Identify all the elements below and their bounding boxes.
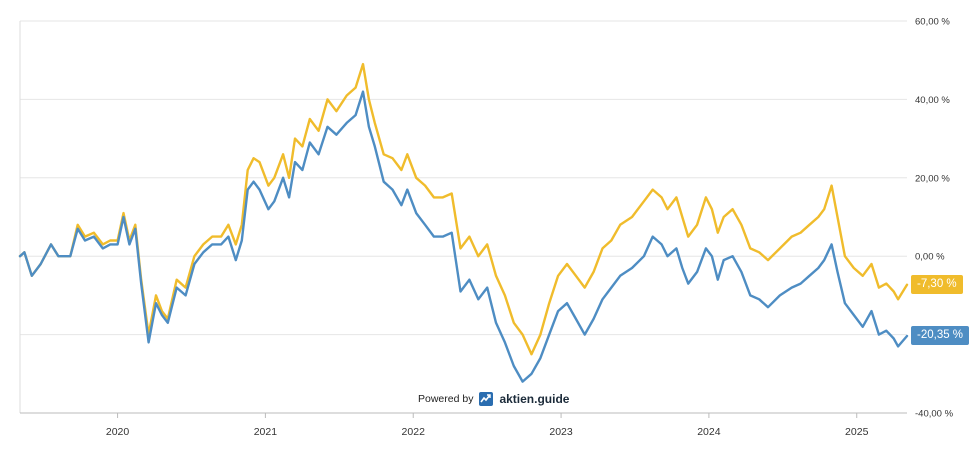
x-tick-label: 2021 [254,426,278,438]
x-tick-label: 2024 [697,426,721,438]
series-line-2 [18,90,909,383]
series-line-1 [18,62,909,356]
y-tick-label: 20,00 % [915,173,950,184]
brand-name: aktien.guide [499,392,570,406]
x-tick-label: 2025 [845,426,869,438]
x-tick-label: 2022 [402,426,426,438]
powered-by-watermark: Powered by aktien.guide [418,392,569,406]
y-tick-label: 0,00 % [915,252,945,263]
powered-by-label: Powered by [418,393,474,405]
y-tick-label: 60,00 % [915,17,950,28]
y-tick-label: -40,00 % [915,409,954,420]
x-tick-label: 2020 [106,426,130,438]
series-end-label-2: -20,35 % [911,326,970,346]
series-end-label-1: -7,30 % [911,275,963,295]
chart-logo-icon [479,392,494,406]
y-tick-label: 40,00 % [915,95,950,106]
x-tick-label: 2023 [549,426,573,438]
